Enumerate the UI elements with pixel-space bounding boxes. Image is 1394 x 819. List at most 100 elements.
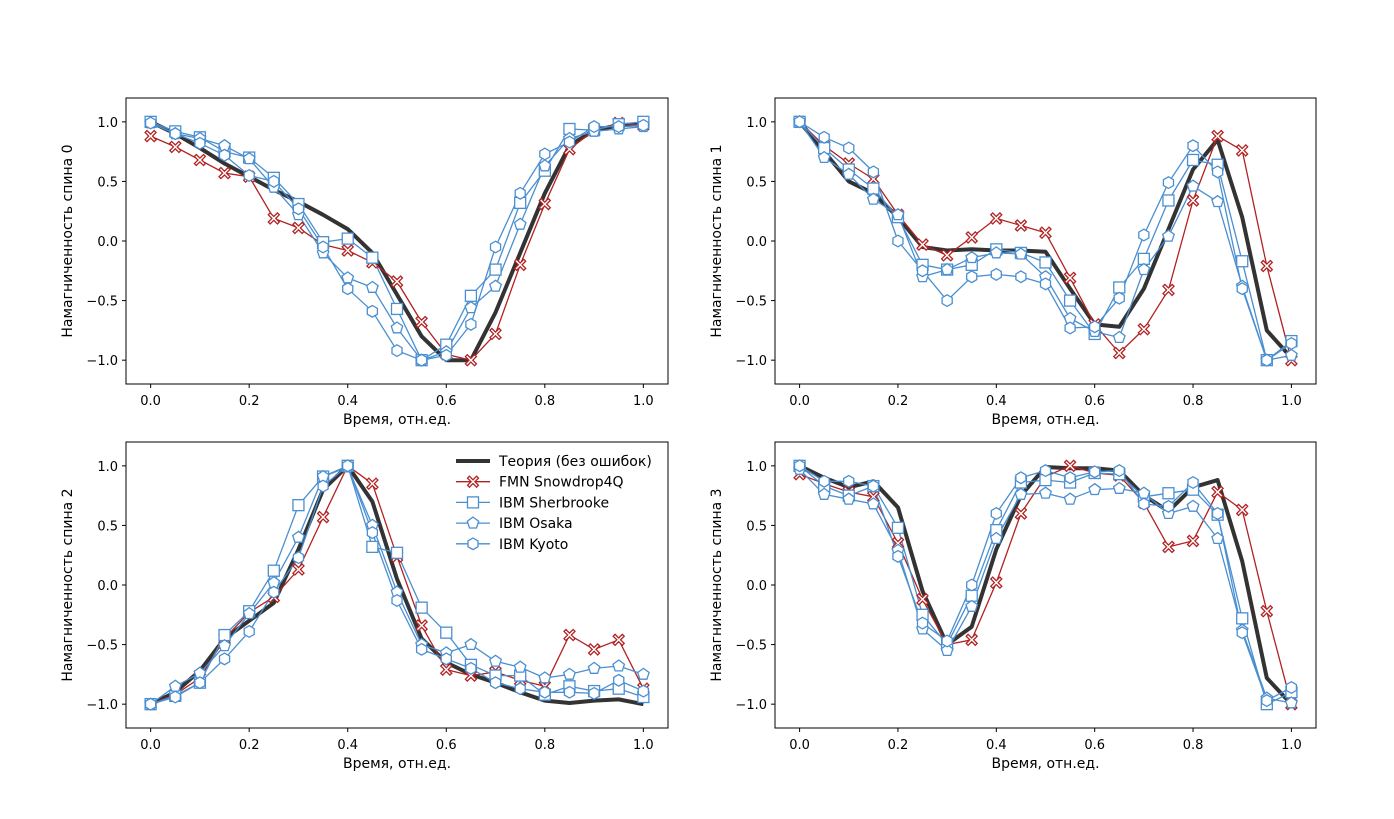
data-point-fmn-snowdrop4q (1235, 143, 1249, 157)
data-point-fmn-snowdrop4q (489, 327, 502, 341)
data-point-ibm-kyoto (292, 551, 305, 565)
data-point-ibm-kyoto (563, 135, 576, 149)
legend-label: Теория (без ошибок) (498, 454, 652, 470)
data-point-fmn-snowdrop4q (1014, 507, 1028, 520)
series-group (793, 114, 1298, 367)
x-tick-label: 1.0 (1281, 394, 1302, 409)
data-point-ibm-osaka (965, 250, 979, 264)
y-tick-label: 1.0 (97, 116, 118, 131)
subplot-spin-3: 0.0 0.2 0.4 0.6 0.8 1.0 1.0 0.5 0.0 −0.5 −1.0 Время… (709, 441, 1317, 772)
data-point-ibm-kyoto (144, 116, 157, 130)
legend-entry-ibm-kyoto: IBM Kyoto (456, 537, 568, 553)
y-tick-label: 0.0 (97, 579, 118, 594)
data-point-ibm-osaka (866, 192, 880, 205)
data-point-ibm-kyoto (1113, 464, 1125, 478)
series-line-ibm-sherbrooke (799, 121, 1292, 361)
x-tick-label: 0.2 (239, 394, 260, 409)
data-point-fmn-snowdrop4q (1063, 271, 1077, 285)
x-axis-label: Время, отн.ед. (991, 756, 1099, 772)
data-point-fmn-snowdrop4q (390, 275, 404, 288)
data-point-ibm-kyoto (843, 474, 855, 488)
data-point-ibm-kyoto (194, 136, 206, 150)
y-tick-label: 0.0 (746, 579, 767, 594)
data-point-ibm-osaka (940, 262, 954, 276)
data-point-ibm-osaka (538, 671, 552, 684)
data-point-ibm-kyoto (966, 578, 978, 592)
data-point-ibm-kyoto (1162, 499, 1175, 513)
data-point-fmn-snowdrop4q (1211, 485, 1225, 499)
data-point-ibm-osaka (489, 654, 503, 667)
data-point-ibm-kyoto (941, 294, 953, 308)
data-point-ibm-kyoto (990, 267, 1002, 281)
data-point-fmn-snowdrop4q (916, 238, 929, 252)
data-point-ibm-osaka (817, 487, 831, 500)
data-point-fmn-snowdrop4q (1039, 226, 1052, 240)
data-point-ibm-osaka (513, 660, 527, 673)
data-point-ibm-kyoto (843, 141, 855, 155)
data-point-ibm-osaka (1284, 348, 1298, 361)
legend-marker (467, 537, 479, 551)
data-point-ibm-sherbrooke (1186, 153, 1200, 167)
data-point-ibm-kyoto (317, 479, 329, 493)
data-point-ibm-osaka (891, 208, 905, 221)
x-axis-label: Время, отн.ед. (991, 412, 1099, 428)
data-point-fmn-snowdrop4q (916, 592, 929, 606)
y-axis-label: Намагниченность спина 2 (60, 488, 76, 681)
data-point-ibm-kyoto (514, 682, 526, 696)
data-point-fmn-snowdrop4q (989, 211, 1003, 225)
y-tick-label: −1.0 (735, 698, 767, 713)
data-point-ibm-osaka (464, 637, 478, 651)
subplot-spin-2: 0.0 0.2 0.4 0.6 0.8 1.0 1.0 0.5 0.0 −0.5 −1.0 Время… (60, 441, 669, 772)
x-tick-label: 0.0 (789, 394, 810, 409)
y-axis-label: Намагниченность спина 0 (60, 144, 76, 337)
x-tick-label: 0.8 (1183, 738, 1204, 753)
x-axis-label: Время, отн.ед. (343, 412, 451, 428)
data-point-ibm-sherbrooke (366, 251, 379, 264)
x-tick-label: 0.8 (534, 738, 555, 753)
data-point-fmn-snowdrop4q (267, 211, 281, 225)
x-tick-label: 0.4 (986, 394, 1007, 409)
data-point-ibm-kyoto (1015, 270, 1027, 284)
x-tick-label: 1.0 (633, 738, 654, 753)
data-point-fmn-snowdrop4q (464, 353, 478, 367)
data-point-ibm-osaka (242, 606, 256, 620)
y-tick-label: 1.0 (97, 460, 118, 475)
data-point-ibm-sherbrooke (218, 628, 231, 642)
data-point-ibm-osaka (291, 530, 305, 543)
data-point-fmn-snowdrop4q (1211, 129, 1225, 143)
series-line-ibm-kyoto (799, 121, 1292, 361)
legend-marker (466, 475, 480, 489)
data-point-fmn-snowdrop4q (292, 221, 305, 235)
data-point-ibm-kyoto (391, 593, 403, 608)
y-tick-label: 1.0 (746, 460, 767, 475)
data-point-ibm-sherbrooke (1039, 256, 1052, 269)
data-point-ibm-sherbrooke (1063, 294, 1077, 307)
data-point-ibm-osaka (513, 217, 527, 230)
data-point-ibm-kyoto (1064, 471, 1076, 485)
data-point-ibm-kyoto (1236, 282, 1248, 296)
data-point-ibm-osaka (1211, 531, 1225, 545)
series-group (144, 459, 650, 711)
data-point-fmn-snowdrop4q (965, 230, 979, 244)
data-point-fmn-snowdrop4q (563, 628, 576, 642)
x-tick-label: 0.0 (140, 738, 161, 753)
data-point-ibm-kyoto (366, 526, 379, 540)
legend-label: IBM Osaka (499, 516, 573, 532)
data-point-ibm-kyoto (941, 634, 953, 648)
data-point-fmn-snowdrop4q (341, 244, 355, 257)
data-point-fmn-snowdrop4q (1235, 503, 1249, 517)
data-point-ibm-osaka (989, 531, 1003, 545)
data-point-ibm-sherbrooke (1162, 487, 1175, 500)
data-point-ibm-kyoto (1285, 336, 1298, 351)
data-point-ibm-sherbrooke (867, 182, 880, 195)
data-point-ibm-kyoto (613, 120, 625, 134)
data-point-fmn-snowdrop4q (1162, 540, 1175, 554)
data-point-fmn-snowdrop4q (1186, 194, 1200, 207)
data-point-fmn-snowdrop4q (940, 248, 954, 262)
data-point-ibm-kyoto (268, 585, 280, 599)
x-tick-label: 1.0 (1281, 738, 1302, 753)
y-tick-label: 0.0 (746, 235, 767, 250)
y-axis-label: Намагниченность спина 1 (709, 144, 725, 337)
legend-marker (466, 496, 480, 509)
data-point-ibm-kyoto (489, 240, 502, 254)
